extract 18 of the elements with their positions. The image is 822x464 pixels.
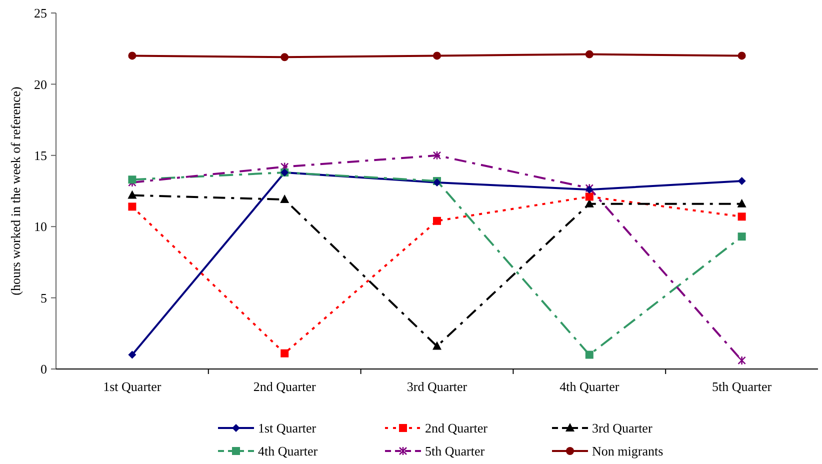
y-tick-label: 25: [34, 6, 47, 21]
x-tick-label: 1st Quarter: [103, 379, 162, 394]
y-tick-label: 10: [34, 219, 47, 234]
y-tick-label: 0: [40, 362, 47, 377]
y-axis-title: (hours worked in the week of reference): [8, 86, 23, 296]
legend-label: Non migrants: [592, 444, 664, 459]
x-tick-label: 3rd Quarter: [406, 379, 468, 394]
y-tick-label: 5: [40, 290, 47, 306]
legend-label: 3rd Quarter: [592, 420, 653, 436]
legend-label: 5th Quarter: [425, 444, 486, 459]
legend-label: 1st Quarter: [258, 420, 317, 436]
legend-label: 4th Quarter: [258, 444, 318, 459]
x-tick-label: 4th Quarter: [560, 379, 620, 394]
y-tick-label: 20: [34, 76, 47, 92]
x-tick-label: 2nd Quarter: [253, 379, 316, 394]
legend-label: 2nd Quarter: [425, 420, 488, 436]
y-tick-label: 15: [34, 148, 47, 163]
x-tick-label: 5th Quarter: [712, 379, 772, 394]
